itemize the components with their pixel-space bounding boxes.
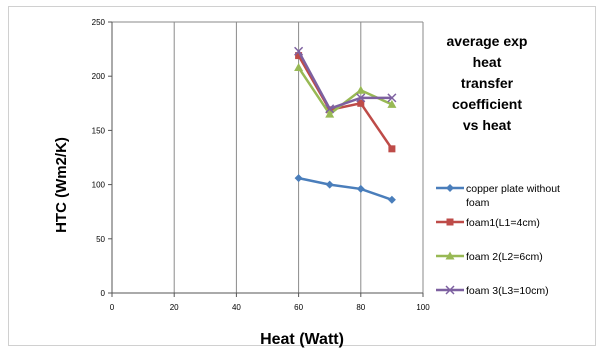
axis-layer (108, 21, 424, 297)
x-tick-label-100: 100 (416, 303, 430, 312)
series-4-point-70-stroke-b (325, 104, 335, 114)
legend-label-1: copper plate without (466, 183, 560, 195)
x-tick-label-20: 20 (170, 303, 179, 312)
x-axis-title: Heat (Watt) (260, 331, 344, 348)
series-2-point-80 (357, 99, 365, 107)
y-tick-label-0: 0 (101, 289, 106, 298)
series-1-point-70 (325, 180, 334, 189)
legend-marker-3 (445, 251, 455, 260)
legend-item-4: foam 3(L3=10cm) (436, 285, 549, 297)
legend-item-3: foam 2(L2=6cm) (436, 251, 543, 263)
series-1-point-80 (356, 184, 365, 193)
series-4-point-90 (387, 93, 397, 103)
x-tick-label-80: 80 (356, 303, 365, 312)
chart-title-line-3: transfer (461, 75, 514, 91)
series-4-point-90-stroke-b (387, 93, 397, 103)
series-line-4 (297, 50, 392, 111)
legend-label-4: foam 3(L3=10cm) (466, 285, 549, 297)
series-3-point-70 (325, 109, 335, 118)
grid-layer (112, 21, 424, 293)
legend-marker-2 (446, 218, 454, 226)
chart-title-line-1: average exp (447, 33, 528, 49)
legend-label-2: foam1(L1=4cm) (466, 217, 540, 229)
series-3-point-90 (387, 99, 397, 108)
y-axis-title: HTC (Wm2/K) (53, 137, 70, 233)
series-4-point-80-stroke-b (356, 93, 366, 103)
series-2-point-60 (295, 52, 303, 60)
legend-item-1: copper plate without foam (436, 183, 560, 209)
y-tick-label-50: 50 (96, 235, 105, 244)
legend: copper plate without foam foam1(L1=4cm) foa… (436, 183, 560, 297)
legend-marker-4 (445, 285, 455, 295)
series-2-point-90 (388, 145, 396, 153)
series-layer (294, 46, 397, 204)
y-tick-label-150: 150 (92, 126, 106, 135)
legend-label-3: foam 2(L2=6cm) (466, 251, 543, 263)
series-1-point-60 (294, 174, 303, 183)
series-3-point-80 (356, 85, 366, 94)
legend-marker-4-stroke-b (445, 285, 455, 295)
legend-item-2: foam1(L1=4cm) (436, 217, 540, 229)
series-line-2 (297, 54, 393, 150)
legend-label-1-line-2: foam (466, 197, 490, 209)
legend-marker-1 (446, 184, 454, 192)
series-1-point-90 (387, 195, 396, 204)
series-4-point-60 (294, 46, 304, 56)
chart-title-line-4: coefficient (452, 96, 522, 112)
x-tick-label-60: 60 (294, 303, 303, 312)
chart-title-line-5: vs heat (463, 117, 512, 133)
y-tick-label-200: 200 (92, 72, 106, 81)
series-4-point-80 (356, 93, 366, 103)
y-tick-label-100: 100 (92, 181, 106, 190)
chart-title-line-2: heat (473, 54, 502, 70)
series-line-1 (298, 176, 393, 201)
series-3-point-60 (294, 63, 304, 72)
series-4-point-70 (325, 104, 335, 114)
chart-frame (8, 6, 596, 346)
x-tick-label-0: 0 (110, 303, 115, 312)
x-tick-label-40: 40 (232, 303, 241, 312)
y-tick-label-250: 250 (92, 18, 106, 27)
series-4-point-60-stroke-b (294, 46, 304, 56)
chart-title: average exp heat transfer coefficient vs hea… (447, 33, 528, 133)
tick-layer: 0 50 100 150 200 250 0 20 40 60 80 100 (92, 18, 431, 312)
